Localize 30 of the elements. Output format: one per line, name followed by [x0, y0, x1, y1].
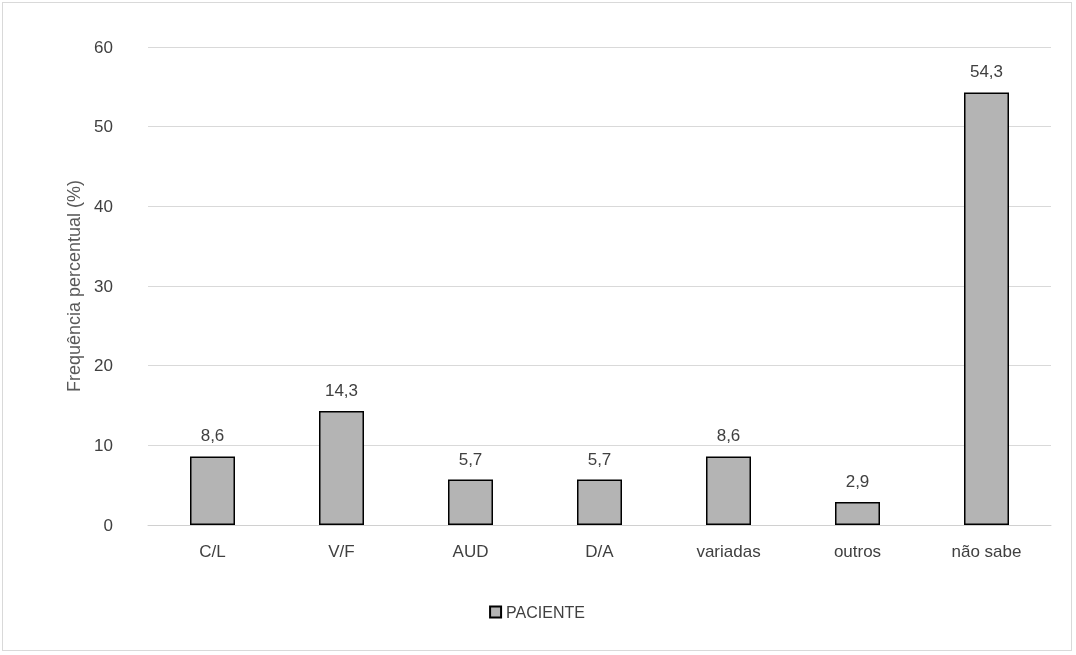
x-tick-label: AUD	[452, 542, 489, 561]
y-tick-label: 10	[94, 435, 113, 455]
legend-label: PACIENTE	[506, 603, 585, 621]
y-tick-label: 0	[103, 515, 113, 535]
y-axis-title: Frequência percentual (%)	[64, 179, 85, 393]
data-label: 14,3	[324, 381, 359, 401]
bar	[964, 92, 1009, 525]
y-tick-label: 40	[94, 196, 113, 216]
data-label: 2,9	[845, 471, 870, 491]
bar	[448, 479, 493, 525]
bar	[190, 456, 235, 525]
bar	[577, 479, 622, 525]
data-label: 8,6	[200, 426, 225, 446]
x-tick-label: outros	[833, 542, 882, 561]
data-label: 5,7	[587, 449, 612, 469]
x-tick-label: não sabe	[951, 542, 1022, 561]
x-tick-label: V/F	[328, 542, 355, 561]
data-label: 5,7	[458, 449, 483, 469]
bar	[319, 411, 364, 525]
y-tick-label: 50	[94, 117, 113, 137]
data-label: 54,3	[969, 62, 1004, 82]
y-tick-label: 60	[94, 37, 113, 57]
data-label: 8,6	[716, 426, 741, 446]
bar	[835, 501, 880, 525]
y-tick-label: 30	[94, 276, 113, 296]
y-tick-label: 20	[94, 356, 113, 376]
x-tick-label: C/L	[199, 542, 226, 561]
x-tick-label: D/A	[585, 542, 615, 561]
bar	[706, 456, 751, 525]
x-tick-label: variadas	[696, 542, 761, 561]
